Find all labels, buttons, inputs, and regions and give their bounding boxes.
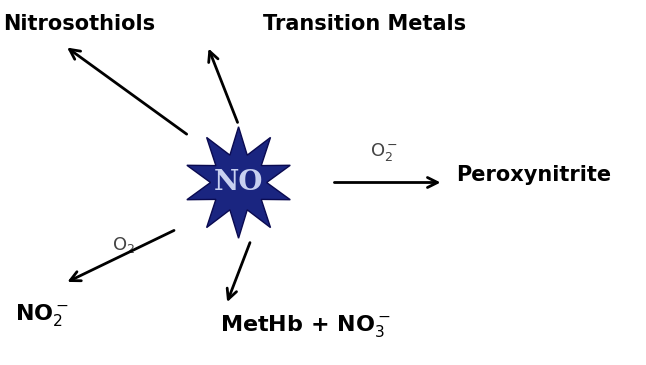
Polygon shape (187, 127, 290, 238)
Text: Transition Metals: Transition Metals (264, 14, 466, 34)
Text: Nitrosothiols: Nitrosothiols (3, 14, 155, 34)
Text: MetHb + NO$_3^-$: MetHb + NO$_3^-$ (220, 313, 391, 339)
Text: Peroxynitrite: Peroxynitrite (455, 165, 611, 185)
Text: O$_2^-$: O$_2^-$ (370, 141, 399, 163)
Text: O$_2$: O$_2$ (112, 235, 135, 256)
Text: NO$_2^-$: NO$_2^-$ (16, 303, 69, 328)
Text: NO: NO (214, 169, 264, 196)
